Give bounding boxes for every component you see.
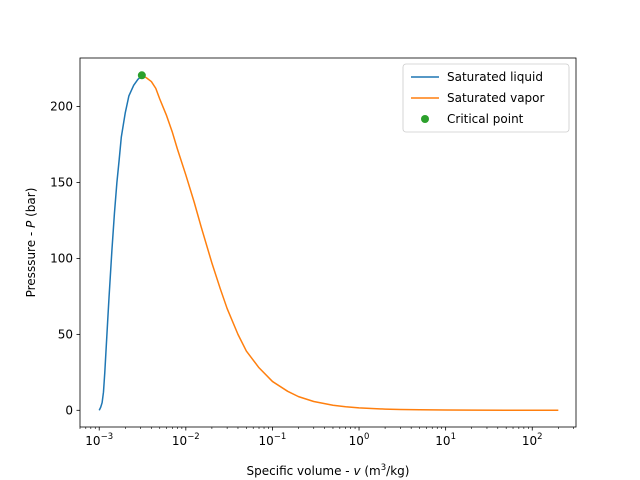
- x-tick-label: 10−2: [172, 432, 200, 448]
- critical-point-marker: [137, 71, 146, 80]
- y-tick-label: 50: [58, 327, 73, 341]
- series-line-1: [98, 74, 143, 411]
- x-tick-label: 10−1: [259, 432, 287, 448]
- y-tick-label: 100: [50, 251, 73, 265]
- series-layer: [98, 71, 559, 412]
- axes-frame: [79, 57, 577, 428]
- legend-label: Saturated vapor: [447, 91, 545, 105]
- y-axis-label: Presssure - P (bar): [24, 188, 38, 298]
- x-tick-label: 10−3: [85, 432, 113, 448]
- y-tick-label: 150: [50, 176, 73, 190]
- legend-label: Saturated liquid: [447, 70, 543, 84]
- x-axis-label: Specific volume - v (m3/kg): [247, 463, 410, 478]
- legend-marker-swatch: [421, 115, 429, 123]
- y-tick-label: 200: [50, 100, 73, 114]
- x-tick-label: 101: [435, 432, 456, 448]
- y-tick-label: 0: [65, 403, 73, 417]
- x-tick-label: 102: [522, 432, 543, 448]
- x-tick-label: 100: [349, 432, 370, 448]
- legend-box: [402, 63, 570, 133]
- legend: Saturated liquid Saturated vapor Critical …: [402, 63, 570, 133]
- legend-label: Critical point: [447, 112, 524, 126]
- series-line-2: [141, 74, 559, 412]
- axes-layer: 10−3 10−2 10−1 100 101 102 0 50 100 150 200 Specifi…: [24, 57, 577, 478]
